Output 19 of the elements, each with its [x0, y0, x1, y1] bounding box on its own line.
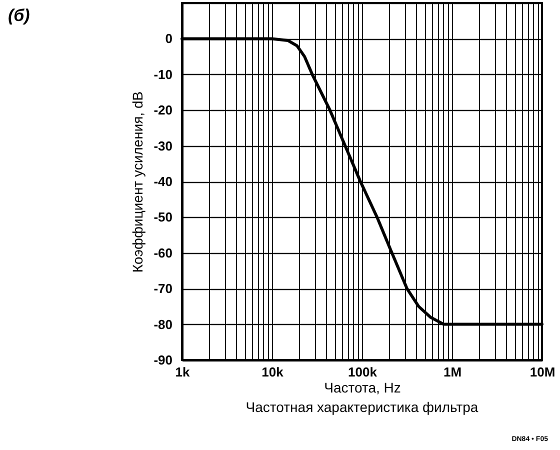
x-tick-label: 10k: [262, 364, 284, 380]
x-tick-label: 100k: [348, 364, 378, 380]
y-tick-label: -10: [154, 66, 172, 82]
y-tick-label: 0: [165, 31, 172, 46]
y-tick-label: -20: [154, 102, 172, 118]
y-tick-label: -80: [154, 316, 172, 332]
x-tick-label: 10M: [530, 364, 556, 380]
y-tick-label: -30: [154, 138, 172, 154]
x-axis-title: Частота, Hz: [324, 380, 401, 396]
y-tick-label: -50: [154, 210, 172, 225]
y-tick-label: -70: [154, 281, 172, 296]
x-tick-label: 1M: [443, 364, 462, 380]
y-tick-label: -40: [154, 174, 172, 189]
text: Частотная характеристика фильтра: [246, 399, 478, 415]
y-axis-title: Коэффициент усиления, dB: [130, 91, 146, 273]
y-tick-label: -60: [154, 245, 172, 260]
x-tick-label: 1k: [175, 364, 190, 380]
y-tick-label: -90: [154, 352, 172, 368]
text: (б): [8, 6, 30, 26]
